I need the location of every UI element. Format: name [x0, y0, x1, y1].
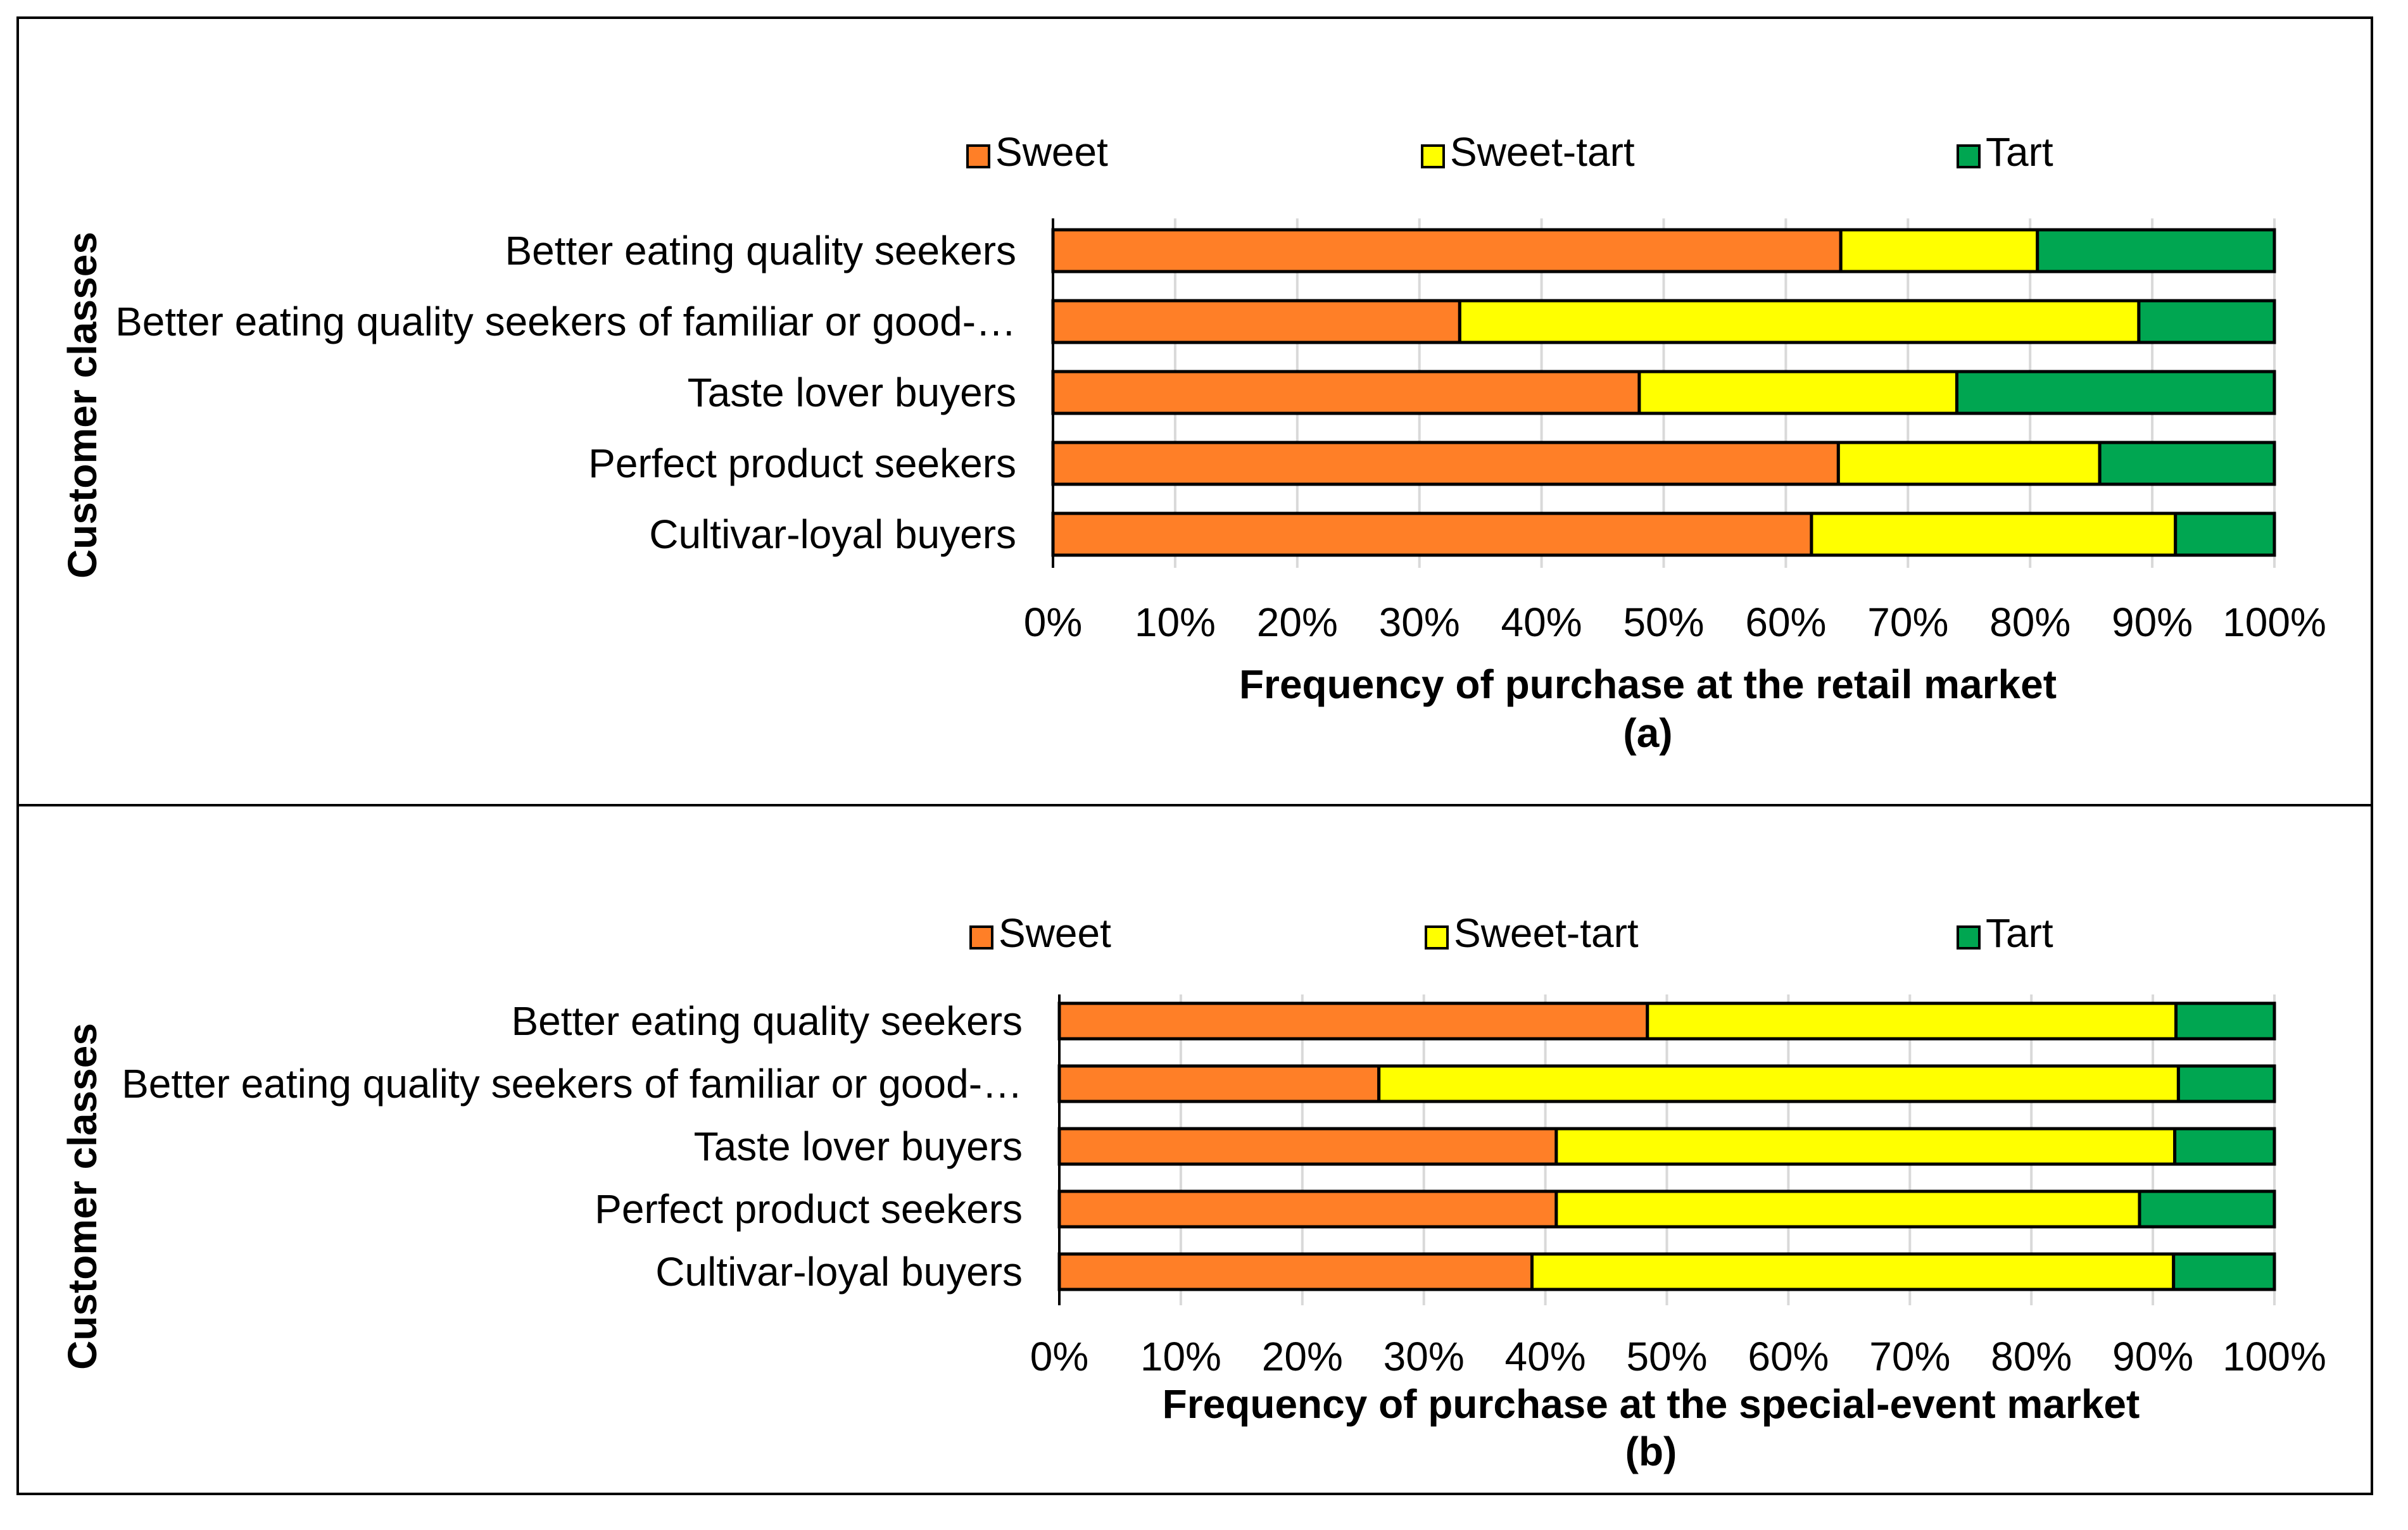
bar-tart-3 [1955, 370, 2276, 415]
bar-tart-5 [2172, 1252, 2276, 1291]
bar-sweet-4 [1051, 441, 1840, 486]
x-tick-label: 70% [1869, 1334, 1950, 1379]
chart-panel-b: Better eating quality seekers Better eati… [60, 910, 2326, 1474]
x-tick-label: 40% [1505, 1334, 1586, 1379]
legend-swatch-sweet-tart [1425, 925, 1449, 950]
x-tick-label: 0% [1030, 1334, 1089, 1379]
bar-tart-1 [2174, 1001, 2276, 1041]
figure-frame [16, 16, 2373, 1495]
bar-tart-5 [2174, 511, 2276, 557]
x-tick-label: 50% [1623, 599, 1704, 645]
x-tick-label: 100% [2222, 599, 2326, 645]
bar-tart-2 [2137, 299, 2276, 344]
x-axis-title: Frequency of purchase at the special-eve… [1163, 1381, 2140, 1427]
bar-sweet-tart-5 [1810, 511, 2178, 557]
category-label: Better eating quality seekers [511, 998, 1023, 1044]
panel-divider [16, 804, 2373, 806]
x-tick-label: 20% [1257, 599, 1338, 645]
x-tick-label: 60% [1748, 1334, 1829, 1379]
legend-label-tart: Tart [1986, 910, 2053, 956]
x-tick-label: 80% [1991, 1334, 2072, 1379]
category-label: Perfect product seekers [588, 441, 1016, 486]
panel-label: (a) [1623, 710, 1672, 756]
legend-swatch-sweet [966, 144, 990, 168]
bar-tart-3 [2173, 1127, 2276, 1166]
legend-swatch-tart [1957, 144, 1981, 168]
category-label: Taste lover buyers [688, 370, 1016, 415]
bar-tart-2 [2176, 1064, 2276, 1103]
category-label: Cultivar-loyal buyers [655, 1249, 1023, 1295]
x-tick-label: 10% [1140, 1334, 1221, 1379]
bar-tart-1 [2036, 228, 2276, 273]
bar-sweet-tart-4 [1554, 1189, 2141, 1229]
legend-label-sweet-tart: Sweet-tart [1454, 910, 1639, 956]
category-label: Better eating quality seekers of familia… [115, 299, 1016, 344]
bar-sweet-tart-2 [1377, 1064, 2180, 1103]
legend-swatch-sweet [969, 925, 993, 950]
x-tick-label: 40% [1501, 599, 1582, 645]
x-tick-label: 50% [1626, 1334, 1707, 1379]
x-tick-label: 30% [1379, 599, 1460, 645]
bar-sweet-tart-2 [1458, 299, 2141, 344]
legend-label-sweet: Sweet [999, 910, 1111, 956]
bar-sweet-2 [1051, 299, 1461, 344]
bar-sweet-tart-5 [1530, 1252, 2176, 1291]
legend-swatch-tart [1957, 925, 1981, 950]
panel-label: (b) [1625, 1429, 1677, 1474]
y-axis-title: Customer classes [60, 1023, 105, 1370]
category-label: Cultivar-loyal buyers [649, 511, 1016, 557]
bar-sweet-tart-1 [1839, 228, 2039, 273]
x-tick-label: 90% [2112, 599, 2193, 645]
y-axis-title: Customer classes [60, 232, 105, 579]
legend-label-sweet: Sweet [995, 129, 1108, 175]
legend-swatch-sweet-tart [1421, 144, 1445, 168]
category-label: Taste lover buyers [694, 1124, 1023, 1169]
x-tick-label: 10% [1135, 599, 1216, 645]
x-tick-label: 30% [1384, 1334, 1465, 1379]
x-tick-label: 60% [1745, 599, 1826, 645]
category-label: Better eating quality seekers [505, 228, 1016, 273]
bar-sweet-3 [1057, 1127, 1558, 1166]
x-axis-title: Frequency of purchase at the retail mark… [1239, 662, 2057, 707]
bar-sweet-tart-1 [1646, 1001, 2178, 1041]
x-tick-label: 90% [2112, 1334, 2193, 1379]
legend-label-sweet-tart: Sweet-tart [1450, 129, 1635, 175]
bar-sweet-1 [1051, 228, 1843, 273]
x-tick-label: 70% [1867, 599, 1948, 645]
legend-label-tart: Tart [1986, 129, 2053, 175]
bar-sweet-1 [1057, 1001, 1649, 1041]
chart-panel-a: Better eating quality seekers Better eati… [60, 129, 2326, 756]
bar-sweet-tart-3 [1554, 1127, 2177, 1166]
bar-tart-4 [2138, 1189, 2276, 1229]
bar-sweet-4 [1057, 1189, 1558, 1229]
bar-tart-4 [2098, 441, 2276, 486]
category-label: Perfect product seekers [595, 1186, 1023, 1232]
x-tick-label: 100% [2222, 1334, 2326, 1379]
x-tick-label: 0% [1024, 599, 1083, 645]
bar-sweet-tart-4 [1836, 441, 2102, 486]
x-tick-label: 20% [1262, 1334, 1343, 1379]
category-label: Better eating quality seekers of familia… [122, 1061, 1023, 1107]
bar-sweet-tart-3 [1637, 370, 1958, 415]
bar-sweet-2 [1057, 1064, 1381, 1103]
x-tick-label: 80% [1989, 599, 2071, 645]
bar-sweet-5 [1051, 511, 1813, 557]
bar-sweet-3 [1051, 370, 1641, 415]
bar-sweet-5 [1057, 1252, 1534, 1291]
